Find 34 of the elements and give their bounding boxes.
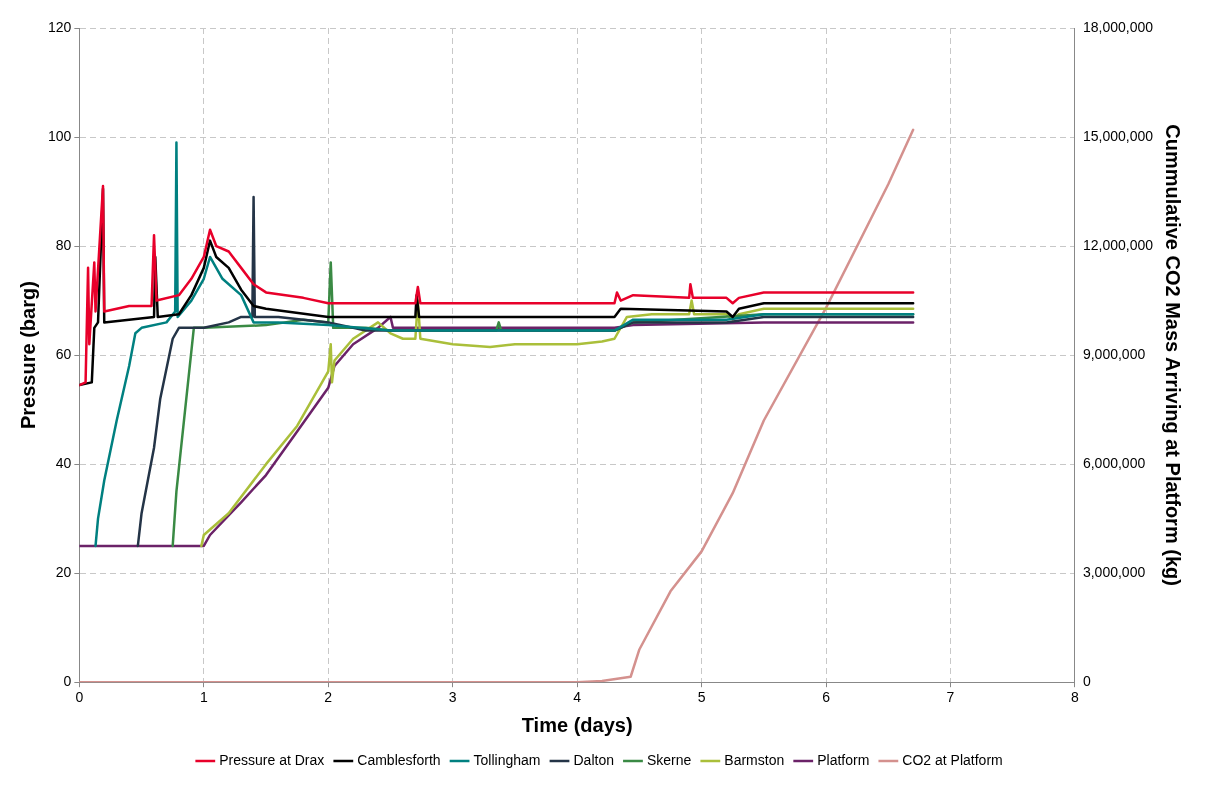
legend-label: Barmston (724, 751, 785, 768)
x-tick-label: 0 (75, 689, 84, 706)
x-tick-label: 5 (697, 689, 706, 706)
x-axis-title: Time (days) (521, 713, 633, 736)
y2-tick-label: 12,000,000 (1082, 236, 1154, 253)
y-tick-label: 80 (55, 236, 72, 253)
y-axis-title: Pressure (barg) (16, 281, 39, 430)
y2-tick-label: 3,000,000 (1082, 564, 1146, 581)
y-tick-label: 0 (63, 673, 72, 690)
y-tick-label: 60 (55, 345, 72, 362)
y2-tick-label: 9,000,000 (1082, 345, 1146, 362)
x-tick-label: 4 (573, 689, 582, 706)
x-tick-label: 8 (1071, 689, 1080, 706)
x-tick-label: 2 (324, 689, 333, 706)
x-tick-label: 7 (946, 689, 955, 706)
y-tick-label: 20 (55, 564, 72, 581)
legend-label: Tollingham (473, 751, 541, 768)
legend-label: Pressure at Drax (219, 751, 325, 768)
y-tick-label: 40 (55, 454, 72, 471)
y-tick-label: 120 (48, 18, 72, 35)
y2-axis-title: Cummulative CO2 Mass Arriving at Platform (kg) (1162, 124, 1185, 586)
x-tick-label: 3 (448, 689, 457, 706)
y2-tick-label: 18,000,000 (1082, 18, 1154, 35)
x-tick-label: 1 (199, 689, 208, 706)
legend-label: Skerne (646, 751, 692, 768)
y2-tick-label: 6,000,000 (1082, 454, 1146, 471)
y2-tick-label: 0 (1082, 673, 1091, 690)
legend-label: CO2 at Platform (902, 751, 1003, 768)
legend-label: Dalton (573, 751, 614, 768)
legend-label: Platform (817, 751, 870, 768)
x-tick-label: 6 (822, 689, 831, 706)
y2-tick-label: 15,000,000 (1082, 127, 1154, 144)
legend-label: Camblesforth (357, 751, 441, 768)
y-tick-label: 100 (48, 127, 72, 144)
